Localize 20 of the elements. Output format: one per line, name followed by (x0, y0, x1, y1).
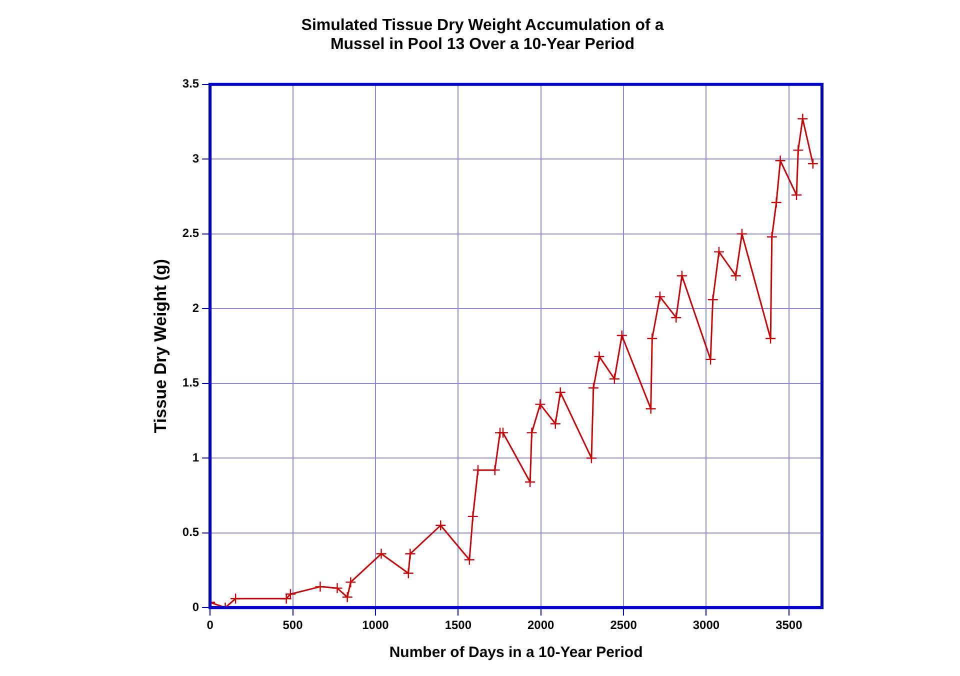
x-tick-label: 2500 (610, 618, 638, 632)
y-tick-label: 0.5 (182, 525, 200, 540)
x-tick-label: 3000 (692, 618, 720, 632)
y-axis-title: Tissue Dry Weight (g) (150, 258, 170, 434)
x-axis-title: Number of Days in a 10-Year Period (389, 644, 643, 662)
y-tick-label: 2 (192, 300, 200, 315)
y-tick-label: 1.5 (182, 376, 200, 390)
text: Mussel in Pool 13 Over a 10-Year Period (330, 36, 635, 54)
text: Simulated Tissue Dry Weight Accumulation of a (301, 17, 664, 34)
x-tick-label: 0 (206, 618, 214, 632)
y-tick-label: 3 (192, 151, 200, 166)
x-tick-label: 500 (282, 618, 304, 632)
y-tick-label: 1 (192, 450, 200, 464)
x-tick-label: 3500 (776, 618, 803, 632)
x-tick-label: 2000 (527, 618, 555, 632)
x-tick-label: 1500 (444, 618, 472, 632)
y-tick-label: 3.5 (182, 76, 200, 91)
x-tick-label: 1000 (362, 618, 390, 632)
y-tick-label: 0 (192, 600, 200, 614)
y-tick-label: 2.5 (182, 226, 200, 240)
